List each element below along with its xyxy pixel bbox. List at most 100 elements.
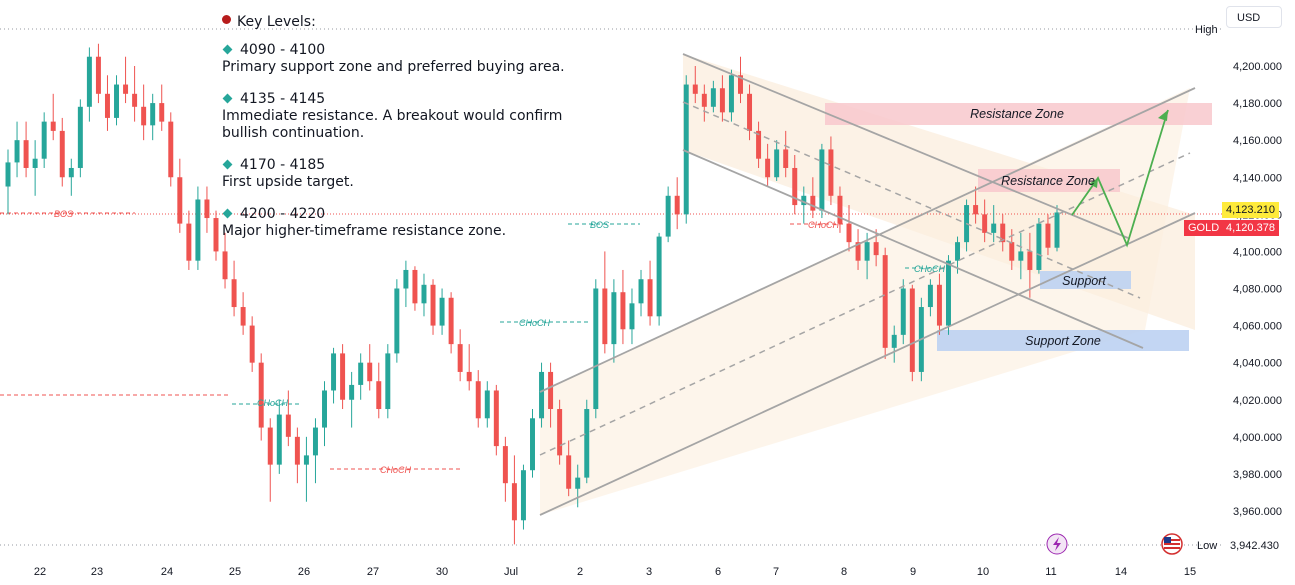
us-flag-icon[interactable] — [1161, 533, 1183, 555]
choch-label-1: CHoCH — [257, 398, 289, 408]
candle-body — [602, 288, 608, 345]
y-tick-label: 4,160.000 — [1233, 135, 1282, 147]
candle-body — [1054, 212, 1060, 248]
candle-body — [484, 390, 490, 419]
candle-body — [231, 279, 237, 308]
diamond-icon — [222, 44, 233, 55]
candle-body — [195, 199, 201, 261]
key-level-desc: Primary support zone and preferred buyin… — [222, 59, 565, 75]
candle-body — [267, 427, 273, 465]
key-level-item: 4135 - 4145 Immediate resistance. A brea… — [222, 91, 642, 142]
candle-body — [846, 223, 852, 243]
candle-body — [738, 75, 743, 94]
diamond-icon — [222, 208, 233, 219]
y-tick-label: 4,060.000 — [1233, 321, 1282, 333]
resistance-zone-label-lower: Resistance Zone — [1001, 174, 1095, 188]
x-tick-label: 24 — [161, 566, 173, 578]
key-level-item: 4090 - 4100 Primary support zone and pre… — [222, 42, 642, 76]
candle-body — [611, 292, 617, 345]
key-level-range: 4170 - 4185 — [240, 157, 326, 173]
resistance-zone-upper — [825, 103, 1212, 125]
candle-body — [475, 381, 481, 419]
candle-body — [1045, 223, 1051, 248]
key-level-desc: First upside target. — [222, 174, 354, 190]
candle-body — [629, 303, 635, 330]
candle-body — [331, 353, 337, 391]
candle-body — [303, 455, 309, 465]
x-tick-label: 15 — [1184, 566, 1196, 578]
x-tick-label: 7 — [773, 566, 779, 578]
candle-body — [385, 353, 391, 410]
y-axis[interactable]: 4,200.0004,180.0004,160.0004,140.0004,12… — [1233, 61, 1282, 518]
diamond-icon — [222, 159, 233, 170]
projection-path — [1071, 109, 1169, 248]
key-level-desc: Immediate resistance. A breakout would c… — [222, 108, 563, 141]
level-price-tag: 4,123.210 — [1222, 202, 1279, 218]
candle-body — [638, 279, 644, 304]
candle-body — [403, 269, 409, 289]
currency-button[interactable]: USD — [1226, 6, 1282, 28]
x-tick-label: 3 — [646, 566, 652, 578]
candle-body — [358, 362, 364, 385]
x-tick-label: 2 — [577, 566, 583, 578]
candle-body — [77, 106, 83, 168]
candle-body — [973, 205, 979, 215]
candle-body — [756, 130, 762, 159]
choch-label-2: CHoCH — [380, 465, 412, 475]
candle-body — [59, 130, 65, 178]
low-value: 3,942.430 — [1230, 540, 1279, 552]
key-levels-panel: Key Levels: 4090 - 4100 Primary support … — [222, 14, 642, 255]
projection-arrowhead-1 — [1089, 178, 1098, 188]
candle-body — [1036, 223, 1042, 270]
choch-label-4: CHoCH — [808, 220, 840, 230]
candle-body — [692, 84, 698, 94]
symbol-tag: GOLD — [1184, 220, 1224, 236]
candle-body — [104, 93, 110, 118]
x-tick-label: 30 — [436, 566, 448, 578]
candle-body — [710, 88, 716, 107]
ascending-channel-fill — [540, 88, 1190, 515]
candle-body — [620, 292, 626, 330]
candle-body — [204, 199, 210, 219]
candle-body — [1018, 251, 1024, 261]
y-tick-label: 4,200.000 — [1233, 61, 1282, 73]
x-tick-label: 9 — [910, 566, 916, 578]
candle-body — [258, 362, 264, 428]
key-levels-title-row: Key Levels: — [222, 14, 642, 31]
candle-body — [349, 384, 355, 400]
x-tick-label: 23 — [91, 566, 103, 578]
candle-body — [747, 93, 753, 131]
candle-body — [367, 362, 373, 382]
candle-body — [1000, 223, 1006, 243]
support-zone-box — [937, 330, 1189, 351]
y-tick-label: 3,980.000 — [1233, 469, 1282, 481]
candle-body — [819, 149, 825, 211]
candle-body — [828, 149, 834, 196]
asc-channel-lower — [539, 212, 1196, 516]
candle-body — [557, 409, 563, 456]
bos-label-2: BOS — [590, 220, 609, 230]
candle-body — [394, 288, 400, 354]
candle-body — [593, 288, 599, 410]
desc-channel-upper — [682, 53, 1129, 239]
x-tick-label: 27 — [367, 566, 379, 578]
last-price-tag: 4,120.378 — [1222, 220, 1279, 236]
resistance-zone-lower — [978, 169, 1120, 192]
y-tick-label: 4,180.000 — [1233, 98, 1282, 110]
candle-body — [68, 167, 74, 178]
x-tick-label: 22 — [34, 566, 46, 578]
candle-body — [792, 167, 798, 206]
lightning-icon[interactable] — [1046, 533, 1068, 555]
x-axis[interactable]: 22 23 24 25 26 27 30 Jul 2 3 6 7 8 9 10 11 14 15 — [34, 566, 1196, 578]
candle-body — [50, 121, 56, 131]
candle-body — [213, 218, 219, 252]
candle-body — [5, 162, 11, 187]
candle-body — [421, 284, 427, 304]
candle-body — [14, 140, 20, 163]
candle-body — [864, 242, 870, 261]
x-tick-label: 11 — [1045, 566, 1056, 578]
resistance-zone-label-upper: Resistance Zone — [970, 107, 1064, 121]
candle-body — [412, 269, 418, 304]
candle-body — [584, 409, 590, 478]
